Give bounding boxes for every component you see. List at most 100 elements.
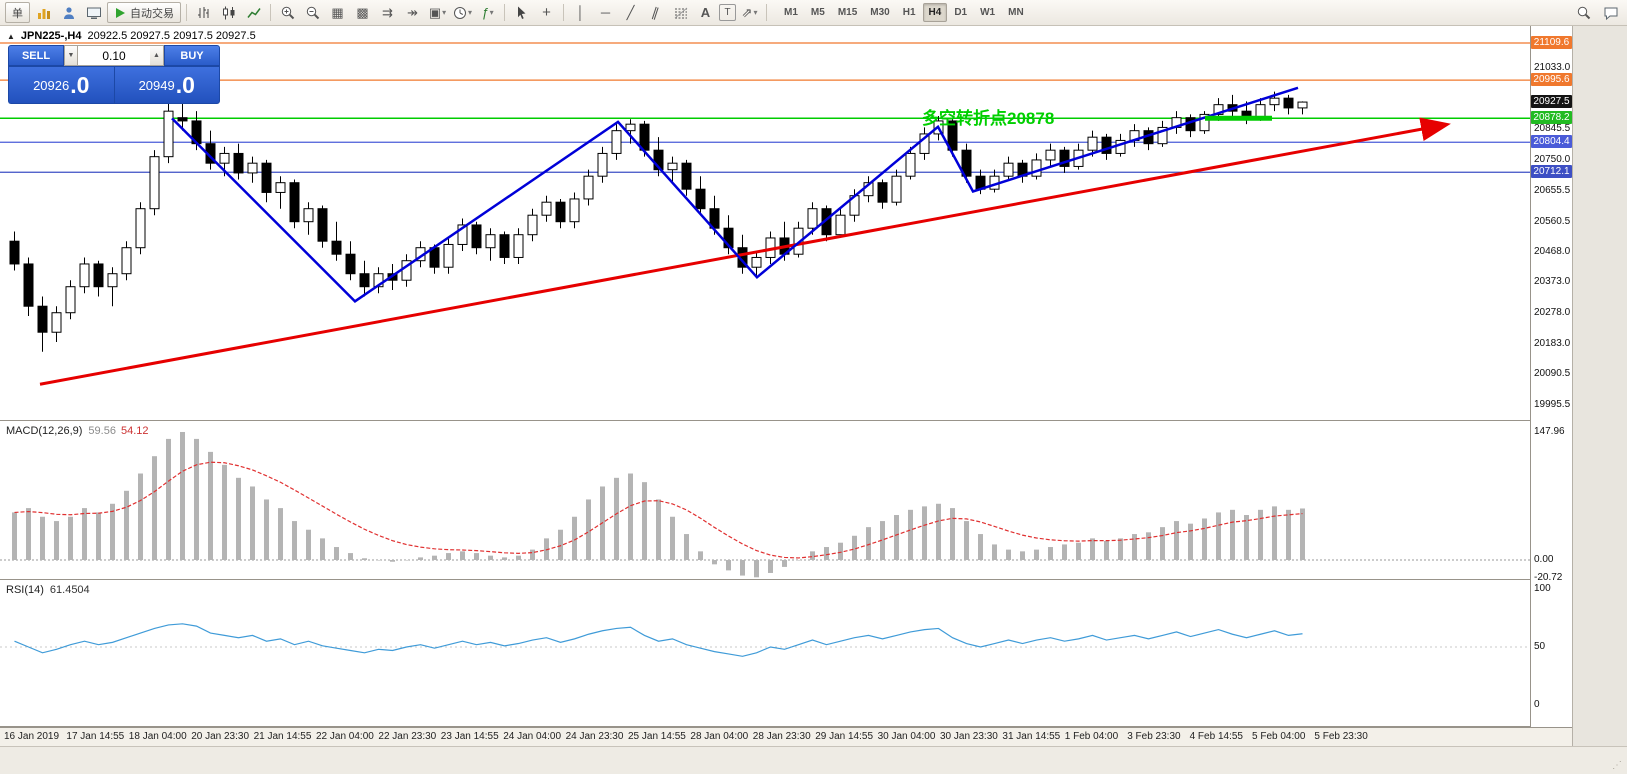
timeframe-h1[interactable]: H1 [902, 7, 916, 18]
timeframe-mn[interactable]: MN [1008, 7, 1024, 18]
timeframe-m15[interactable]: M15 [837, 7, 858, 18]
buy-price-display[interactable]: 20949 .0 [113, 66, 220, 104]
timeframe-d1[interactable]: D1 [954, 7, 968, 18]
crosshair-icon[interactable]: + [542, 4, 551, 21]
price-tag: 21109.6 [1531, 36, 1572, 50]
axis-tick: 20373.0 [1534, 276, 1571, 288]
toolbar-right-group [1572, 1, 1622, 24]
axis-tick: 20845.5 [1534, 122, 1571, 134]
price-axis-separator [1530, 26, 1531, 746]
lot-increase-spinner[interactable]: ▲ [150, 45, 164, 66]
time-label: 31 Jan 14:55 [1002, 731, 1061, 742]
indicators-button[interactable]: ƒ ▾ [481, 5, 494, 20]
macd-main-value: 59.56 [88, 425, 116, 437]
toolbar-separator [504, 4, 505, 21]
price-tag: 20878.2 [1531, 111, 1572, 125]
text-label-icon[interactable]: T [719, 4, 736, 21]
resize-grip-icon[interactable]: ⋰ [1612, 760, 1623, 771]
axis-tick: 100 [1534, 583, 1551, 594]
timeframe-m1[interactable]: M1 [784, 7, 798, 18]
vertical-line-icon[interactable]: │ [576, 5, 585, 20]
time-label: 24 Jan 23:30 [565, 731, 624, 742]
rsi-chart-canvas[interactable] [0, 580, 1530, 726]
price-tag: 20712.1 [1531, 165, 1572, 179]
arrows-icon[interactable]: ⇗ ▾ [741, 5, 758, 20]
price-tag: 20995.6 [1531, 73, 1572, 87]
sell-price-display[interactable]: 20926 .0 [8, 66, 114, 104]
axis-tick: 0 [1534, 699, 1540, 710]
window-right-gutter [1572, 26, 1627, 746]
trendline-icon[interactable]: ╱ [626, 5, 635, 20]
terminal-icon[interactable] [82, 1, 105, 24]
macd-signal-value: 54.12 [120, 425, 149, 437]
time-label: 18 Jan 04:00 [128, 731, 187, 742]
cursor-icon[interactable] [510, 1, 533, 24]
chart-title-bar: ▲ JPN225-,H4 20922.5 20927.5 20917.5 209… [7, 30, 256, 42]
cascade-windows-icon[interactable]: ▩ [356, 5, 369, 20]
toolbar-separator [563, 4, 564, 21]
time-label: 28 Jan 23:30 [752, 731, 811, 742]
buy-button[interactable]: BUY [164, 45, 220, 66]
line-chart-icon[interactable] [242, 1, 265, 24]
sell-price-frac: .0 [70, 71, 90, 98]
pane-separator[interactable] [0, 420, 1572, 421]
rsi-label: RSI(14) 61.4504 [6, 584, 90, 596]
chat-icon[interactable] [1599, 1, 1622, 24]
macd-name: MACD(12,26,9) [6, 425, 83, 437]
zoom-out-icon[interactable] [301, 1, 324, 24]
axis-tick: 20560.5 [1534, 215, 1571, 227]
pane-separator[interactable] [0, 579, 1572, 580]
time-axis[interactable]: 16 Jan 2019 17 Jan 14:55 18 Jan 04:00 20 Ja… [0, 727, 1572, 746]
price-tag: 20927.5 [1531, 95, 1572, 109]
axis-tick: 50 [1534, 641, 1546, 652]
text-icon[interactable]: A [700, 5, 711, 20]
navigator-icon[interactable] [57, 1, 80, 24]
tile-windows-icon[interactable]: ▦ [331, 5, 344, 20]
autotrading-button[interactable]: 自动交易 [107, 2, 181, 23]
chart-annotation-text[interactable]: 多空转折点20878 [922, 109, 1055, 128]
zoom-in-icon[interactable] [276, 1, 299, 24]
axis-tick: 20183.0 [1534, 338, 1571, 350]
sell-button[interactable]: SELL [8, 45, 64, 66]
channel-icon[interactable]: ∥ [650, 4, 661, 21]
timeframe-m30[interactable]: M30 [870, 7, 890, 18]
time-label: 24 Jan 04:00 [503, 731, 562, 742]
timeframe-w1[interactable]: W1 [980, 7, 996, 18]
profiles-button[interactable]: ▾ [451, 1, 474, 24]
new-chart-button[interactable]: ▣ ▾ [428, 5, 447, 20]
time-label: 1 Feb 04:00 [1064, 731, 1119, 742]
price-chart-canvas[interactable] [0, 26, 1530, 420]
time-label: 30 Jan 23:30 [940, 731, 998, 742]
bar-chart-icon[interactable] [192, 1, 215, 24]
new-order-button[interactable]: 单 [5, 2, 30, 23]
price-tag: 20804.4 [1531, 135, 1572, 149]
search-icon[interactable] [1572, 1, 1595, 24]
lot-decrease-spinner[interactable]: ▼ [64, 45, 78, 66]
timeframe-m5[interactable]: M5 [810, 7, 825, 18]
pane-separator [0, 726, 1572, 727]
rsi-name: RSI(14) [6, 584, 44, 596]
lot-size-input[interactable]: 0.10 [78, 45, 150, 66]
time-label: 21 Jan 14:55 [253, 731, 312, 742]
chart-shift-icon[interactable]: ⇉ [382, 5, 393, 20]
time-label: 23 Jan 14:55 [440, 731, 499, 742]
macd-chart-canvas[interactable] [0, 421, 1530, 579]
play-icon [116, 7, 125, 18]
axis-tick: 21033.0 [1534, 61, 1571, 73]
timeframe-h4[interactable]: H4 [922, 3, 948, 22]
horizontal-line-icon[interactable]: ─ [600, 5, 611, 20]
time-label: 5 Feb 23:30 [1314, 731, 1368, 742]
fibonacci-icon[interactable] [669, 1, 692, 24]
time-label: 29 Jan 14:55 [815, 731, 874, 742]
axis-tick: 20655.5 [1534, 184, 1571, 196]
time-label: 20 Jan 23:30 [191, 731, 250, 742]
time-label: 22 Jan 23:30 [378, 731, 437, 742]
price-axis[interactable]: 21033.0 20845.5 20750.0 20655.5 20560.5 20468… [1531, 26, 1572, 727]
autotrading-label: 自动交易 [130, 7, 174, 20]
chart-symbol-label: JPN225-,H4 [20, 30, 82, 42]
candlestick-chart-icon[interactable] [217, 1, 240, 24]
main-toolbar: 单 自动交易 ▦ ▩ ⇉ ↠ [0, 0, 1627, 26]
autoscroll-icon[interactable]: ↠ [407, 5, 418, 20]
market-watch-icon[interactable] [32, 1, 55, 24]
axis-tick: 20278.0 [1534, 307, 1571, 319]
